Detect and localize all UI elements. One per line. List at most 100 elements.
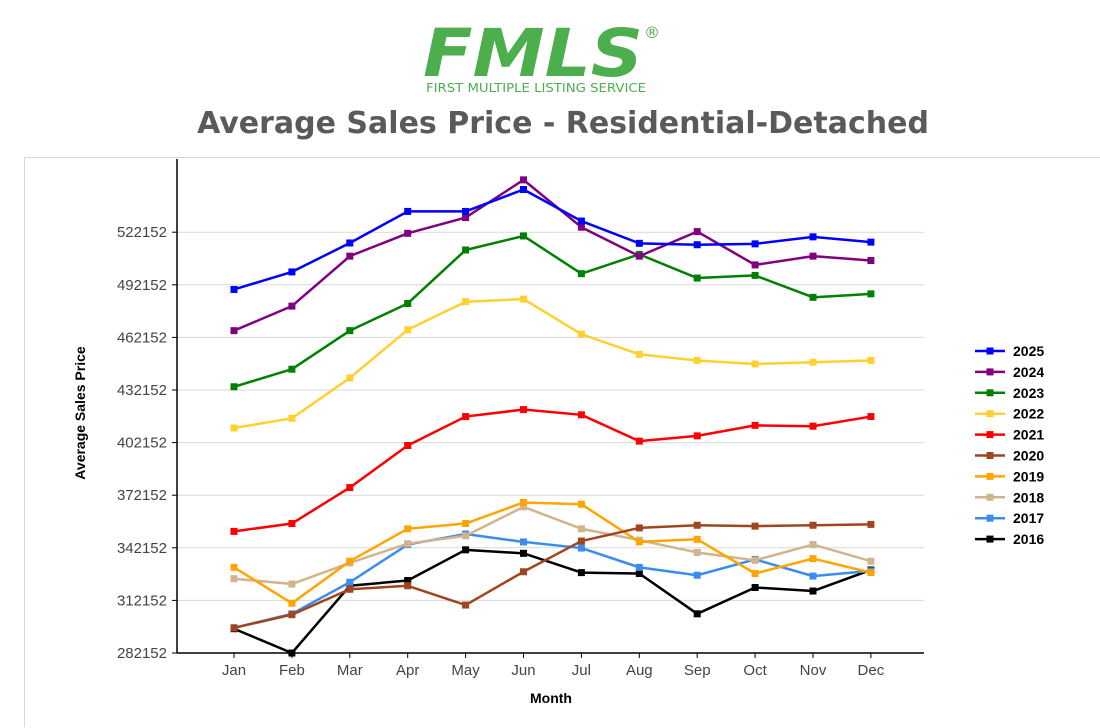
data-point-2023: [346, 327, 354, 335]
data-point-2020: [520, 568, 527, 576]
legend-swatch-marker: [986, 535, 994, 543]
data-point-2024: [577, 223, 585, 231]
data-point-2020: [288, 611, 296, 619]
data-point-2018: [577, 525, 585, 533]
data-point-2019: [462, 520, 470, 528]
data-point-2016: [346, 582, 354, 590]
series-line-2016: [233, 548, 872, 655]
data-point-2016: [635, 569, 643, 577]
data-point-2024: [867, 257, 875, 265]
x-tick-label: Jul: [572, 662, 591, 679]
data-point-2024: [346, 252, 354, 260]
data-point-2025: [751, 240, 759, 248]
registered-mark: ®: [644, 23, 660, 42]
data-point-2023: [809, 293, 817, 301]
data-point-2022: [635, 350, 643, 358]
data-point-2022: [867, 356, 875, 364]
legend-label: 2019: [1013, 468, 1044, 484]
data-point-2022: [577, 330, 585, 338]
data-point-2016: [462, 546, 470, 554]
data-point-2018: [462, 532, 470, 540]
data-point-2020: [635, 524, 643, 532]
data-point-2025: [577, 217, 585, 225]
data-point-2016: [577, 569, 585, 577]
legend-swatch-marker: [986, 368, 994, 376]
data-point-2022: [346, 374, 354, 382]
legend-swatch-marker: [986, 452, 994, 459]
data-point-2016: [809, 587, 817, 595]
legend-label: 2018: [1013, 489, 1044, 505]
series-line-2023: [233, 234, 871, 388]
legend-label: 2020: [1013, 448, 1044, 464]
data-point-2020: [577, 537, 585, 545]
data-point-2021: [867, 413, 875, 421]
data-point-2025: [346, 239, 354, 247]
data-point-2019: [230, 563, 238, 571]
legend-label: 2021: [1013, 427, 1044, 443]
x-tick-label: Jun: [511, 662, 535, 679]
data-point-2018: [693, 548, 701, 556]
data-point-2019: [809, 555, 817, 563]
y-tick-label: 462152: [117, 329, 167, 346]
data-point-2023: [693, 274, 701, 282]
data-point-2023: [230, 383, 238, 391]
data-point-2019: [288, 599, 296, 607]
data-point-2017: [346, 578, 354, 586]
x-tick-label: Mar: [337, 662, 363, 679]
legend-label: 2017: [1013, 510, 1044, 526]
data-point-2023: [577, 270, 585, 278]
data-point-2025: [230, 285, 238, 293]
data-point-2021: [751, 421, 759, 429]
data-point-2017: [693, 571, 701, 579]
data-point-2023: [462, 246, 470, 254]
data-point-2017: [809, 572, 817, 580]
data-point-2019: [346, 557, 354, 565]
data-point-2021: [462, 413, 470, 421]
legend-swatch-marker: [986, 347, 994, 355]
x-tick-label: Apr: [396, 662, 419, 679]
legend-label: 2024: [1013, 364, 1044, 380]
data-point-2016: [520, 549, 527, 557]
data-point-2022: [230, 424, 238, 432]
data-point-2016: [693, 610, 701, 618]
data-point-2019: [520, 498, 527, 506]
data-point-2025: [867, 238, 875, 246]
legend-label: 2022: [1013, 406, 1044, 422]
y-tick-label: 522152: [117, 224, 167, 241]
data-point-2021: [693, 432, 701, 440]
series-line-2019: [233, 501, 872, 605]
x-tick-label: Jan: [222, 662, 246, 679]
legend-label: 2025: [1013, 343, 1044, 359]
data-point-2017: [520, 538, 527, 546]
x-tick-label: Aug: [626, 662, 653, 679]
data-point-2020: [230, 624, 238, 632]
series-line-2020: [233, 523, 871, 630]
data-point-2023: [751, 271, 759, 279]
series-line-2018: [233, 505, 872, 586]
fmls-logo-wordmark: FMLS: [423, 18, 643, 92]
x-tick-label: Oct: [743, 662, 767, 679]
data-point-2019: [867, 569, 875, 577]
data-point-2021: [404, 441, 412, 449]
data-point-2023: [288, 365, 296, 373]
data-point-2024: [462, 214, 470, 222]
y-tick-label: 402152: [117, 435, 167, 452]
legend-swatch-marker: [986, 389, 994, 397]
data-point-2023: [404, 299, 412, 307]
data-point-2024: [520, 176, 527, 184]
fmls-logo-tagline: FIRST MULTIPLE LISTING SERVICE: [426, 80, 646, 95]
data-point-2018: [520, 503, 527, 511]
data-point-2025: [635, 239, 643, 247]
data-point-2021: [230, 527, 238, 535]
series-line-2021: [233, 408, 872, 533]
legend-swatch-marker: [986, 493, 994, 501]
data-point-2021: [288, 520, 296, 528]
legend-swatch-marker: [986, 514, 994, 522]
page-title: Average Sales Price - Residential-Detach…: [197, 106, 929, 141]
data-point-2022: [809, 358, 817, 366]
x-tick-label: Dec: [858, 662, 885, 679]
y-tick-label: 312152: [117, 592, 167, 609]
data-point-2019: [577, 500, 585, 508]
data-point-2020: [809, 521, 817, 529]
data-point-2016: [404, 577, 412, 585]
